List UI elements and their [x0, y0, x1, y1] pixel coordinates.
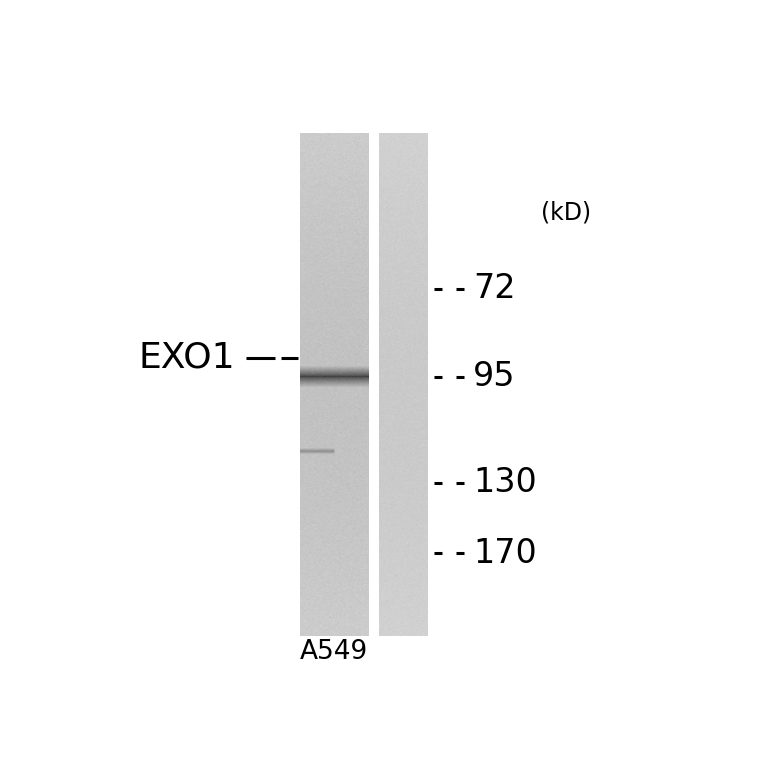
- Text: 95: 95: [473, 361, 516, 393]
- Text: A549: A549: [300, 639, 368, 665]
- Text: 170: 170: [473, 537, 537, 570]
- Text: (kD): (kD): [541, 200, 591, 225]
- Text: 130: 130: [473, 466, 537, 500]
- Text: 72: 72: [473, 272, 516, 306]
- Text: EXO1: EXO1: [139, 341, 235, 374]
